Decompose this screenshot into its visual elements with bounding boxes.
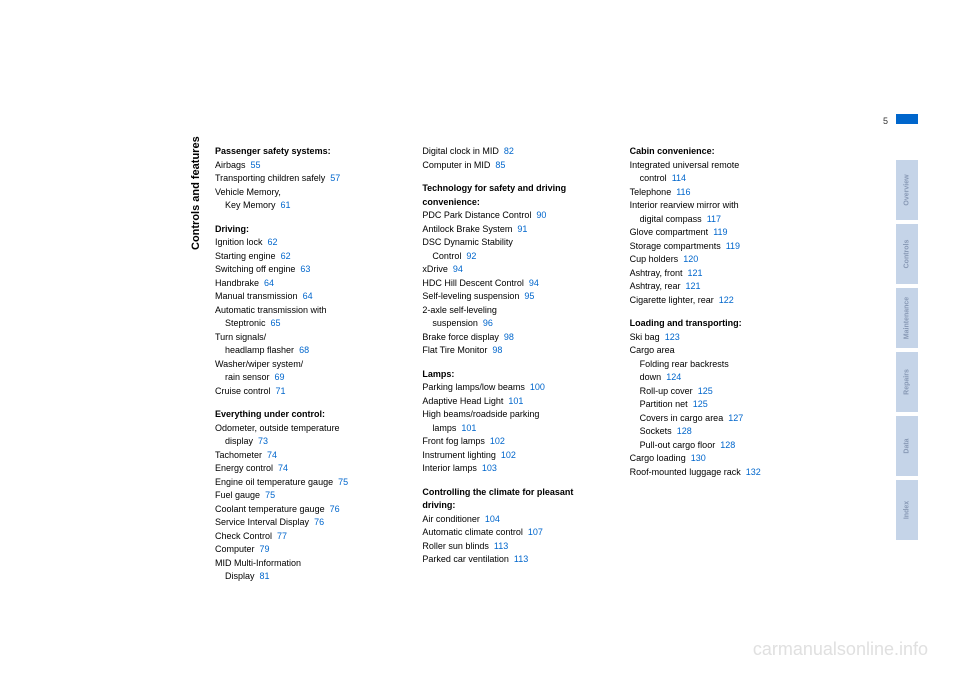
toc-entry: Manual transmission 64	[215, 290, 400, 304]
toc-entry: High beams/roadside parking	[422, 408, 607, 422]
toc-entry: Storage compartments 119	[630, 240, 815, 254]
toc-entry: Pull-out cargo floor 128	[630, 439, 815, 453]
toc-entry: Instrument lighting 102	[422, 449, 607, 463]
toc-entry: Roof-mounted luggage rack 132	[630, 466, 815, 480]
toc-entry: Air conditioner 104	[422, 513, 607, 527]
tab-index[interactable]: Index	[896, 480, 918, 540]
section-heading: Technology for safety and driving conven…	[422, 182, 607, 209]
toc-entry: Vehicle Memory,	[215, 186, 400, 200]
toc-entry: Glove compartment 119	[630, 226, 815, 240]
toc-entry: Display 81	[215, 570, 400, 584]
toc-entry: DSC Dynamic Stability	[422, 236, 607, 250]
side-tabs: Overview Controls Maintenance Repairs Da…	[896, 160, 918, 544]
toc-entry: digital compass 117	[630, 213, 815, 227]
toc-entry: Service Interval Display 76	[215, 516, 400, 530]
toc-column-1: Passenger safety systems: Airbags 55 Tra…	[215, 145, 400, 584]
toc-entry: 2-axle self-leveling	[422, 304, 607, 318]
toc-entry: Adaptive Head Light 101	[422, 395, 607, 409]
toc-entry: HDC Hill Descent Control 94	[422, 277, 607, 291]
toc-entry: Ashtray, rear 121	[630, 280, 815, 294]
toc-entry: Odometer, outside temperature	[215, 422, 400, 436]
toc-entry: Ignition lock 62	[215, 236, 400, 250]
toc-entry: Cargo loading 130	[630, 452, 815, 466]
toc-entry: Ashtray, front 121	[630, 267, 815, 281]
toc-entry: Brake force display 98	[422, 331, 607, 345]
toc-entry: suspension 96	[422, 317, 607, 331]
toc-entry: Washer/wiper system/	[215, 358, 400, 372]
toc-entry: Interior lamps 103	[422, 462, 607, 476]
toc-entry: Cigarette lighter, rear 122	[630, 294, 815, 308]
section-heading: Controlling the climate for pleasant dri…	[422, 486, 607, 513]
tab-controls[interactable]: Controls	[896, 224, 918, 284]
toc-entry: Steptronic 65	[215, 317, 400, 331]
toc-entry: Antilock Brake System 91	[422, 223, 607, 237]
toc-entry: Check Control 77	[215, 530, 400, 544]
toc-entry: Key Memory 61	[215, 199, 400, 213]
toc-entry: Cup holders 120	[630, 253, 815, 267]
toc-entry: Self-leveling suspension 95	[422, 290, 607, 304]
section-heading: Passenger safety systems:	[215, 145, 400, 159]
toc-entry: PDC Park Distance Control 90	[422, 209, 607, 223]
tab-maintenance[interactable]: Maintenance	[896, 288, 918, 348]
toc-entry: Automatic transmission with	[215, 304, 400, 318]
toc-entry: Partition net 125	[630, 398, 815, 412]
toc-entry: control 114	[630, 172, 815, 186]
toc-column-3: Cabin convenience: Integrated universal …	[630, 145, 815, 584]
toc-entry: xDrive 94	[422, 263, 607, 277]
toc-entry: display 73	[215, 435, 400, 449]
toc-entry: Front fog lamps 102	[422, 435, 607, 449]
toc-entry: Handbrake 64	[215, 277, 400, 291]
toc-entry: Control 92	[422, 250, 607, 264]
toc-entry: Automatic climate control 107	[422, 526, 607, 540]
toc-entry: Switching off engine 63	[215, 263, 400, 277]
toc-entry: Folding rear backrests	[630, 358, 815, 372]
toc-entry: Energy control 74	[215, 462, 400, 476]
section-title-vertical: Controls and features	[190, 136, 202, 250]
toc-entry: Coolant temperature gauge 76	[215, 503, 400, 517]
toc-column-2: Digital clock in MID 82 Computer in MID …	[422, 145, 607, 584]
toc-entry: Flat Tire Monitor 98	[422, 344, 607, 358]
toc-entry: down 124	[630, 371, 815, 385]
tab-data[interactable]: Data	[896, 416, 918, 476]
section-heading: Loading and transporting:	[630, 317, 815, 331]
toc-entry: Computer in MID 85	[422, 159, 607, 173]
toc-entry: Cruise control 71	[215, 385, 400, 399]
toc-entry: Ski bag 123	[630, 331, 815, 345]
section-heading: Cabin convenience:	[630, 145, 815, 159]
toc-entry: rain sensor 69	[215, 371, 400, 385]
toc-entry: Parking lamps/low beams 100	[422, 381, 607, 395]
section-heading: Lamps:	[422, 368, 607, 382]
section-heading: Everything under control:	[215, 408, 400, 422]
tab-repairs[interactable]: Repairs	[896, 352, 918, 412]
page-marker	[896, 114, 918, 124]
toc-entry: Parked car ventilation 113	[422, 553, 607, 567]
watermark: carmanualsonline.info	[753, 639, 928, 660]
toc-entry: Cargo area	[630, 344, 815, 358]
toc-entry: Tachometer 74	[215, 449, 400, 463]
toc-entry: Fuel gauge 75	[215, 489, 400, 503]
section-heading: Driving:	[215, 223, 400, 237]
toc-entry: Transporting children safely 57	[215, 172, 400, 186]
toc-entry: headlamp flasher 68	[215, 344, 400, 358]
toc-entry: Digital clock in MID 82	[422, 145, 607, 159]
toc-entry: lamps 101	[422, 422, 607, 436]
toc-entry: Telephone 116	[630, 186, 815, 200]
toc-entry: Interior rearview mirror with	[630, 199, 815, 213]
tab-overview[interactable]: Overview	[896, 160, 918, 220]
toc-entry: Sockets 128	[630, 425, 815, 439]
page-number: 5	[883, 116, 888, 126]
toc-entry: MID Multi-Information	[215, 557, 400, 571]
toc-entry: Turn signals/	[215, 331, 400, 345]
toc-entry: Integrated universal remote	[630, 159, 815, 173]
toc-entry: Engine oil temperature gauge 75	[215, 476, 400, 490]
toc-entry: Computer 79	[215, 543, 400, 557]
toc-entry: Roll-up cover 125	[630, 385, 815, 399]
toc-entry: Starting engine 62	[215, 250, 400, 264]
toc-entry: Covers in cargo area 127	[630, 412, 815, 426]
toc-entry: Roller sun blinds 113	[422, 540, 607, 554]
toc-entry: Airbags 55	[215, 159, 400, 173]
toc-content: Passenger safety systems: Airbags 55 Tra…	[215, 145, 815, 584]
